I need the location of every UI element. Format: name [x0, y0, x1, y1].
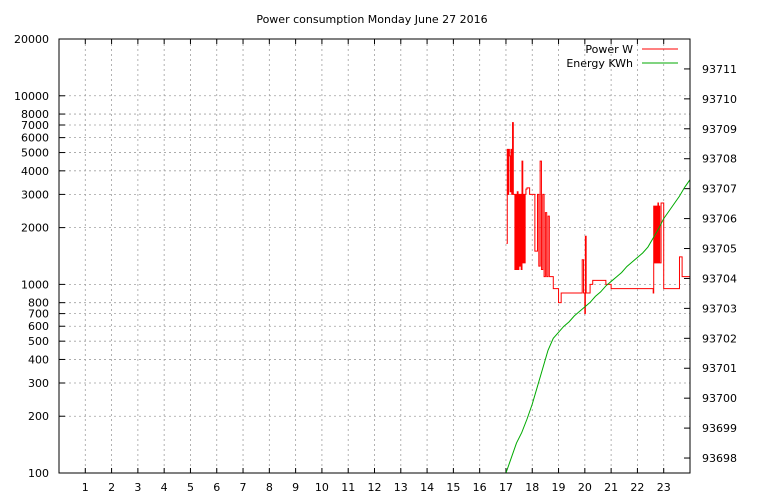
y2-tick-label: 93706 [702, 213, 737, 226]
x-tick-label: 3 [134, 481, 141, 494]
legend-label-energy: Energy KWh [566, 57, 633, 70]
x-axis: 1 2 3 4 5 6 7 8 9 10 11 12 13 14 15 16 17 18 19 20 21 22 23 [82, 39, 671, 494]
x-tick-label: 12 [368, 481, 382, 494]
y2-tick-label: 93710 [702, 93, 737, 106]
series-group [505, 122, 691, 474]
y2-tick-label: 93705 [702, 243, 737, 256]
y-tick-label: 5000 [21, 147, 49, 160]
y-tick-label: 4000 [21, 165, 49, 178]
y2-tick-label: 93700 [702, 392, 737, 405]
y-tick-label: 600 [28, 320, 49, 333]
y2-tick-label: 93711 [702, 63, 737, 76]
x-tick-label: 17 [499, 481, 513, 494]
y-tick-label: 400 [28, 353, 49, 366]
legend: Power W Energy KWh [566, 43, 678, 70]
right-axis: 93698 93699 93700 93701 93702 93703 93704 93705… [684, 63, 737, 465]
chart-title: Power consumption Monday June 27 2016 [256, 13, 487, 26]
x-tick-label: 8 [266, 481, 273, 494]
series-power-line [506, 122, 690, 315]
y-tick-label: 300 [28, 377, 49, 390]
x-tick-label: 18 [525, 481, 539, 494]
x-tick-label: 9 [292, 481, 299, 494]
x-tick-label: 2 [108, 481, 115, 494]
x-tick-label: 5 [187, 481, 194, 494]
y-tick-label: 100 [28, 467, 49, 480]
x-tick-label: 7 [240, 481, 247, 494]
x-tick-label: 11 [341, 481, 355, 494]
y-tick-label: 500 [28, 335, 49, 348]
y2-tick-label: 93708 [702, 153, 737, 166]
x-tick-label: 15 [446, 481, 460, 494]
y-tick-label: 10000 [14, 90, 49, 103]
x-tick-label: 4 [161, 481, 168, 494]
y2-tick-label: 93707 [702, 183, 737, 196]
y2-tick-label: 93701 [702, 362, 737, 375]
grid [59, 38, 690, 474]
x-tick-label: 10 [315, 481, 329, 494]
y-tick-label: 800 [28, 297, 49, 310]
y2-tick-label: 93704 [702, 272, 737, 285]
x-tick-label: 19 [552, 481, 566, 494]
x-tick-label: 6 [213, 481, 220, 494]
y-tick-label: 3000 [21, 188, 49, 201]
y-tick-label: 200 [28, 410, 49, 423]
y2-tick-label: 93703 [702, 302, 737, 315]
legend-label-power: Power W [585, 43, 633, 56]
y-tick-label: 8000 [21, 108, 49, 121]
plot-frame [58, 38, 691, 474]
y-tick-label: 6000 [21, 132, 49, 145]
y2-tick-label: 93709 [702, 123, 737, 136]
x-tick-label: 22 [630, 481, 644, 494]
series-energy-line [505, 179, 691, 474]
x-tick-label: 14 [420, 481, 434, 494]
y-tick-label: 7000 [21, 119, 49, 132]
x-tick-label: 21 [604, 481, 618, 494]
x-tick-label: 23 [657, 481, 671, 494]
x-tick-label: 1 [82, 481, 89, 494]
y-tick-label: 20000 [14, 33, 49, 46]
y2-tick-label: 93698 [702, 452, 737, 465]
y-tick-label: 700 [28, 308, 49, 321]
y2-tick-label: 93702 [702, 332, 737, 345]
x-tick-label: 16 [473, 481, 487, 494]
y2-tick-label: 93699 [702, 422, 737, 435]
y-tick-label: 2000 [21, 222, 49, 235]
x-tick-label: 13 [394, 481, 408, 494]
y-tick-label: 1000 [21, 278, 49, 291]
x-tick-label: 20 [578, 481, 592, 494]
